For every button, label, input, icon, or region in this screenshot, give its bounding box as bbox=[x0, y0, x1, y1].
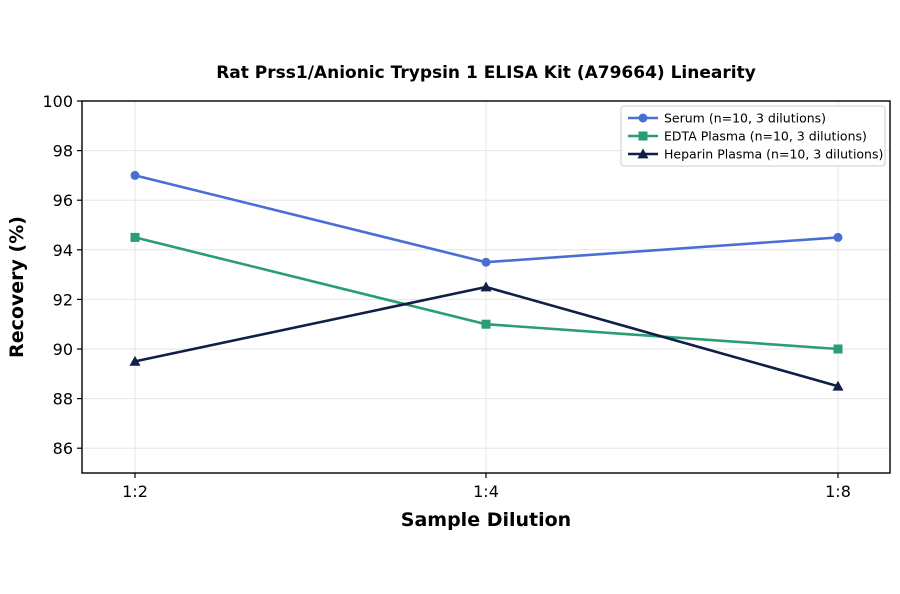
series-1 bbox=[130, 170, 843, 267]
x-axis-ticks: 1:2 1:4 1:8 bbox=[122, 473, 851, 501]
y-axis-ticks: 86 88 90 92 94 96 98 100 bbox=[42, 92, 82, 458]
legend-label: Serum (n=10, 3 dilutions) bbox=[664, 111, 826, 126]
data-point bbox=[481, 319, 491, 329]
data-point bbox=[480, 281, 492, 292]
legend-entry: Serum (n=10, 3 dilutions) bbox=[628, 111, 826, 126]
data-point bbox=[481, 257, 491, 267]
y-tick-label: 90 bbox=[53, 340, 73, 359]
y-tick-label: 92 bbox=[53, 290, 73, 309]
series-layer bbox=[129, 170, 844, 391]
series-2 bbox=[130, 232, 843, 354]
y-axis-label: Recovery (%) bbox=[6, 216, 28, 358]
x-tick-label: 1:8 bbox=[825, 482, 851, 501]
x-tick-label: 1:4 bbox=[473, 482, 499, 501]
data-point bbox=[130, 170, 140, 180]
legend-label: Heparin Plasma (n=10, 3 dilutions) bbox=[664, 147, 883, 162]
y-tick-label: 86 bbox=[53, 439, 73, 458]
data-point bbox=[129, 355, 141, 366]
data-point bbox=[638, 131, 648, 141]
x-tick-label: 1:2 bbox=[122, 482, 148, 501]
y-tick-label: 96 bbox=[53, 191, 73, 210]
y-tick-label: 94 bbox=[53, 241, 73, 260]
data-point bbox=[833, 232, 843, 242]
legend-label: EDTA Plasma (n=10, 3 dilutions) bbox=[664, 129, 867, 144]
data-point bbox=[637, 148, 649, 159]
data-point bbox=[638, 113, 648, 123]
chart-title: Rat Prss1/Anionic Trypsin 1 ELISA Kit (A… bbox=[216, 63, 756, 83]
y-tick-label: 98 bbox=[53, 142, 73, 161]
legend-entry: EDTA Plasma (n=10, 3 dilutions) bbox=[628, 129, 867, 144]
data-point bbox=[833, 344, 843, 354]
y-tick-label: 100 bbox=[42, 92, 73, 111]
series-3 bbox=[129, 281, 844, 391]
legend-box bbox=[620, 105, 886, 167]
x-axis-label: Sample Dilution bbox=[401, 509, 571, 531]
data-point bbox=[832, 380, 844, 391]
y-tick-label: 88 bbox=[53, 390, 73, 409]
data-point bbox=[130, 232, 140, 242]
legend: Serum (n=10, 3 dilutions) EDTA Plasma (n=… bbox=[620, 105, 886, 167]
legend-entry: Heparin Plasma (n=10, 3 dilutions) bbox=[628, 147, 883, 162]
